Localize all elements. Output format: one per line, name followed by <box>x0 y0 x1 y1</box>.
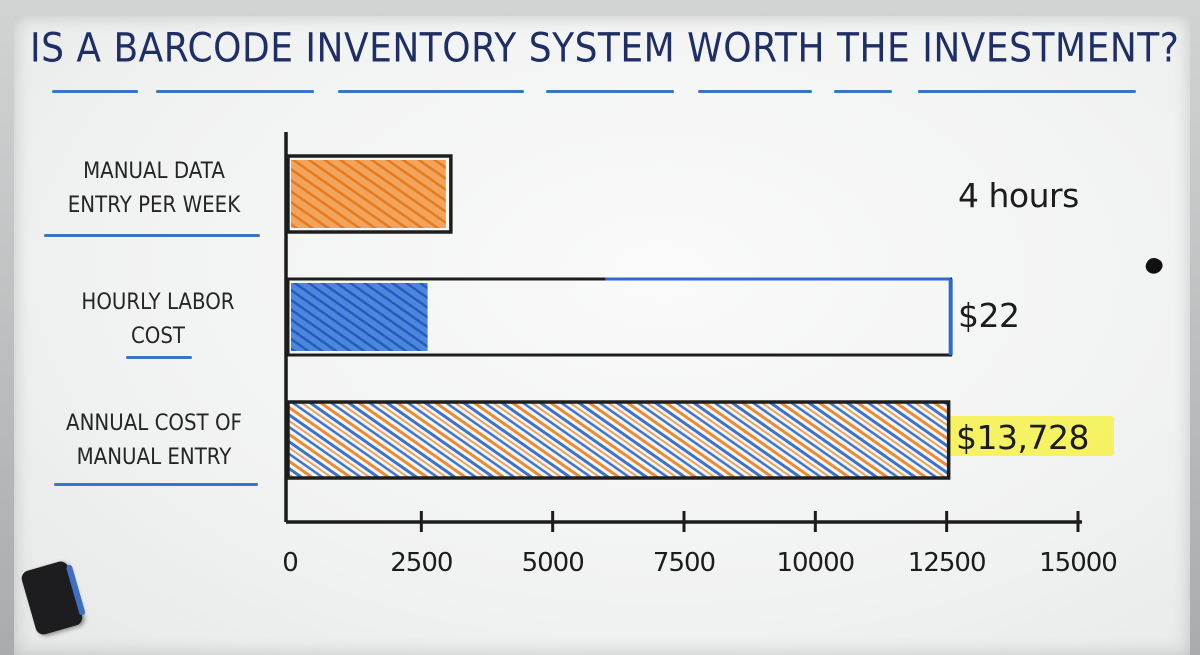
category-label-hourly-cost: HOURLY LABOR COST <box>81 290 235 349</box>
bar-manual-entry <box>291 160 446 228</box>
value-label-hours: 4 hours <box>958 176 1079 215</box>
bar-annual-cost <box>286 400 951 480</box>
value-highlight <box>946 416 1114 456</box>
category-underline <box>126 356 192 359</box>
category-underline <box>44 234 260 237</box>
x-tick-label: 0 <box>282 548 298 578</box>
category-label-annual-cost: ANNUAL COST OF MANUAL ENTRY <box>66 411 242 470</box>
x-tick-label: 15000 <box>1039 548 1117 578</box>
category-label-manual-entry: MANUAL DATA ENTRY PER WEEK <box>67 159 241 218</box>
chart-title: IS A BARCODE INVENTORY SYSTEM WORTH THE … <box>30 25 1180 72</box>
whiteboard-surface <box>14 16 1190 655</box>
x-tick-label: 5000 <box>522 548 584 578</box>
x-tick-label: 12500 <box>908 548 986 578</box>
value-label-annual-cost: $13,728 <box>956 418 1089 457</box>
category-underline <box>54 483 258 486</box>
bar-hourly-cost <box>291 283 428 351</box>
x-tick-label: 2500 <box>390 548 452 578</box>
x-tick-label: 10000 <box>776 548 854 578</box>
value-label-hourly-cost: $22 <box>958 296 1020 335</box>
bar-frame <box>286 154 453 234</box>
x-tick-label: 7500 <box>653 548 715 578</box>
